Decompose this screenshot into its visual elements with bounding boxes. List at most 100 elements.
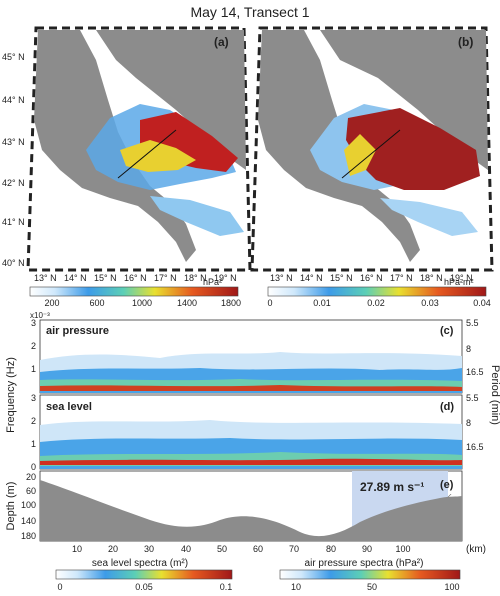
- lon-label: 19° N: [214, 273, 237, 283]
- colorbar-b-tick: 0.02: [367, 298, 385, 308]
- air-pressure-colorbar-tick: 100: [444, 582, 459, 592]
- freq-tick: 3: [31, 318, 36, 328]
- lon-label: 16° N: [360, 273, 383, 283]
- period-tick: 16.5: [466, 367, 484, 377]
- air-pressure-colorbar-gradient: [279, 569, 461, 580]
- lon-label: 14° N: [64, 273, 87, 283]
- figure-title: May 14, Transect 1: [190, 4, 309, 20]
- sea-level-colorbar-tick: 0.05: [135, 582, 153, 592]
- depth-tick: 100: [21, 500, 36, 510]
- bottom-colorbar-air-pressure: air pressure spectra (hPa²) 10 50 100: [279, 558, 461, 592]
- lon-label: 18° N: [184, 273, 207, 283]
- panel-d-label: (d): [440, 401, 454, 413]
- period-tick: 5.5: [466, 393, 479, 403]
- air-pressure-colorbar-tick: 50: [367, 582, 377, 592]
- colorbar-b-unit: hPa²m²: [444, 277, 474, 287]
- x-tick: 100: [395, 544, 410, 554]
- bottom-colorbar-sea-level: sea level spectra (m²) 0 0.05 0.1: [55, 558, 233, 592]
- speed-annotation: 27.89 m s⁻¹: [360, 480, 424, 494]
- panel-d: sea level (d): [39, 394, 463, 470]
- x-tick: 80: [326, 544, 336, 554]
- lat-label: 41° N: [2, 217, 25, 227]
- spectra-exponent: x10⁻³: [30, 311, 50, 320]
- freq-tick: 1: [31, 439, 36, 449]
- colorbar-b-tick: 0.03: [421, 298, 439, 308]
- panel-c-title: air pressure: [46, 325, 109, 337]
- panel-e: 27.89 m s⁻¹ (e): [39, 470, 463, 542]
- map-b: (b): [250, 26, 494, 272]
- depth-axis-label: Depth (m): [5, 482, 17, 531]
- lat-label: 42° N: [2, 178, 25, 188]
- map-a-south-sea: [150, 196, 244, 236]
- freq-ticks: 3 2 1 3 2 1 0: [31, 318, 36, 472]
- colorbar-b-tick: 0: [267, 298, 272, 308]
- lon-label: 17° N: [154, 273, 177, 283]
- freq-tick: 2: [31, 416, 36, 426]
- lat-label: 44° N: [2, 95, 25, 105]
- colorbar-a-tick: 1400: [177, 298, 197, 308]
- freq-tick: 1: [31, 364, 36, 374]
- colorbar-b-gradient: [267, 286, 487, 297]
- lat-label: 40° N: [2, 258, 25, 268]
- lon-label: 17° N: [390, 273, 413, 283]
- depth-tick: 180: [21, 531, 36, 541]
- x-tick: 40: [181, 544, 191, 554]
- panel-e-label: (e): [440, 479, 454, 491]
- freq-tick: 0: [31, 462, 36, 472]
- panel-c: air pressure (c): [39, 319, 463, 394]
- x-axis-ticks: 10 20 30 40 50 60 70 80 90 100: [72, 544, 411, 554]
- lon-label: 13° N: [34, 273, 57, 283]
- lon-labels-b: 13° N 14° N 15° N 16° N 17° N 18° N 19° …: [270, 273, 473, 283]
- colorbar-a-tick: 1000: [132, 298, 152, 308]
- period-ticks: 5.5 8 16.5 5.5 8 16.5: [466, 318, 484, 452]
- period-tick: 8: [466, 344, 471, 354]
- panel-d-title: sea level: [46, 401, 92, 413]
- map-a-transect: [117, 129, 177, 179]
- map-a-yellow-band: [120, 140, 196, 172]
- map-b-transect: [341, 129, 401, 179]
- map-a-label: (a): [214, 35, 229, 49]
- colorbar-b-tick: 0.04: [473, 298, 491, 308]
- colorbar-a-gradient: [29, 286, 239, 297]
- lon-label: 16° N: [124, 273, 147, 283]
- depth-tick: 140: [21, 516, 36, 526]
- lon-label: 15° N: [330, 273, 353, 283]
- period-tick: 16.5: [466, 442, 484, 452]
- colorbar-a-tick: 200: [44, 298, 59, 308]
- colorbar-b: hPa²m² 0 0.01 0.02 0.03 0.04: [267, 277, 490, 308]
- map-b-label: (b): [458, 35, 473, 49]
- panel-c-spectra-red: [40, 385, 462, 391]
- lat-label: 45° N: [2, 52, 25, 62]
- depth-tick: 60: [26, 486, 36, 496]
- depth-ticks: 20 60 100 140 180: [21, 472, 36, 541]
- map-b-hotspot: [346, 108, 480, 190]
- x-tick: 90: [362, 544, 372, 554]
- lat-labels: 45° N 44° N 43° N 42° N 41° N 40° N: [2, 52, 25, 268]
- lon-label: 15° N: [94, 273, 117, 283]
- period-tick: 8: [466, 418, 471, 428]
- colorbar-b-tick: 0.01: [313, 298, 331, 308]
- lon-labels-a: 13° N 14° N 15° N 16° N 17° N 18° N 19° …: [34, 273, 237, 283]
- air-pressure-colorbar-label: air pressure spectra (hPa²): [305, 558, 424, 569]
- lon-label: 18° N: [420, 273, 443, 283]
- colorbar-a-tick: 1800: [221, 298, 241, 308]
- x-tick: 20: [108, 544, 118, 554]
- depth-tick: 20: [26, 472, 36, 482]
- colorbar-a-unit: hPa²: [203, 277, 222, 287]
- sea-level-colorbar-gradient: [55, 569, 233, 580]
- x-axis-unit: (km): [466, 544, 486, 555]
- sea-level-colorbar-label: sea level spectra (m²): [92, 558, 188, 569]
- bathymetry: [40, 471, 462, 541]
- x-tick: 70: [289, 544, 299, 554]
- lon-label: 13° N: [270, 273, 293, 283]
- x-tick: 50: [217, 544, 227, 554]
- x-tick: 30: [144, 544, 154, 554]
- sea-level-colorbar-tick: 0: [57, 582, 62, 592]
- x-tick: 60: [253, 544, 263, 554]
- x-tick: 10: [72, 544, 82, 554]
- panel-c-label: (c): [440, 325, 454, 337]
- lon-label: 19° N: [450, 273, 473, 283]
- frequency-axis-label: Frequency (Hz): [5, 357, 17, 433]
- period-axis-label: Period (min): [489, 365, 500, 425]
